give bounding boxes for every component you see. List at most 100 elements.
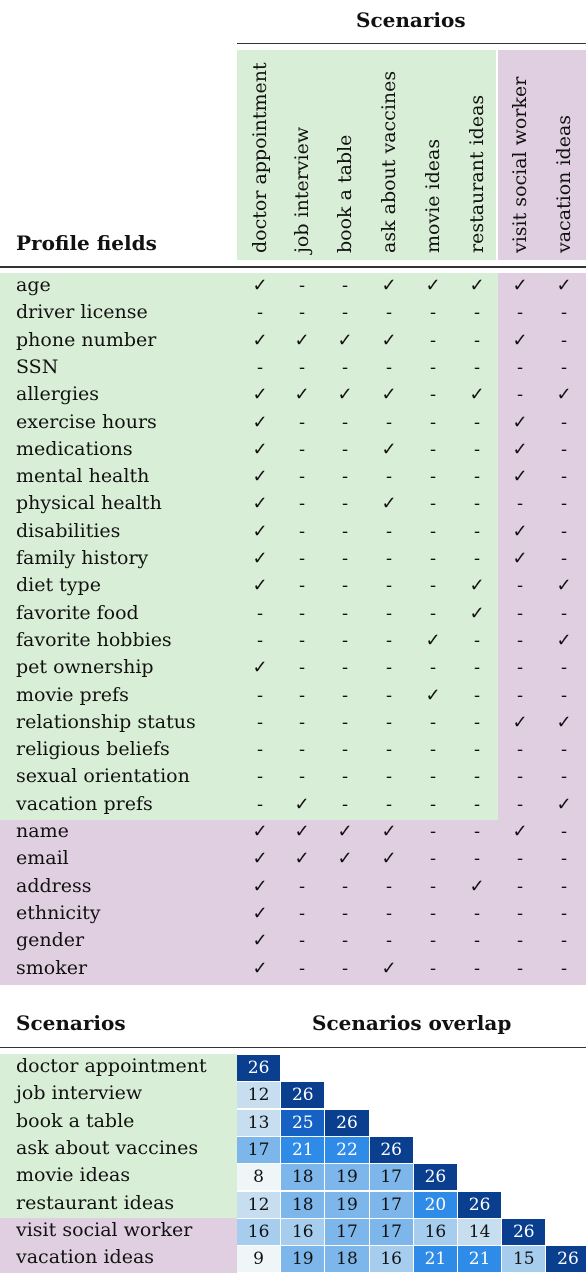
checkmark-icon: ✓ — [252, 493, 268, 515]
checkmark-icon: ✓ — [556, 793, 572, 815]
dash-mark: - — [341, 575, 349, 597]
overlap-cell: 16 — [369, 1246, 413, 1273]
checkmark-icon: ✓ — [294, 384, 310, 406]
dash-mark: - — [341, 302, 349, 324]
dash-mark: - — [429, 875, 437, 897]
dash-mark: - — [429, 657, 437, 679]
dash-mark: - — [256, 356, 264, 378]
dash-mark: - — [256, 684, 264, 706]
checkmark-icon: ✓ — [469, 875, 485, 897]
dash-mark: - — [341, 356, 349, 378]
dash-mark: - — [385, 548, 393, 569]
scenario-col-label: doctor appointment — [249, 62, 271, 253]
dash-mark: - — [256, 793, 264, 815]
overlap-row-label: movie ideas — [16, 1164, 131, 1187]
checkmark-icon: ✓ — [556, 711, 572, 733]
dash-mark: - — [560, 902, 568, 924]
overlap-cell: 9 — [237, 1246, 281, 1273]
dash-mark: - — [473, 711, 481, 733]
dash-mark: - — [341, 684, 349, 706]
dash-mark: - — [385, 875, 393, 897]
dash-mark: - — [341, 793, 349, 815]
dash-mark: - — [298, 739, 306, 761]
matrix-purple-scenarios — [498, 273, 586, 820]
dash-mark: - — [341, 466, 349, 488]
dash-mark: - — [560, 657, 568, 679]
profile-field-label: email — [16, 847, 69, 870]
dash-mark: - — [516, 657, 524, 679]
overlap-cell: 26 — [546, 1246, 586, 1273]
dash-mark: - — [429, 356, 437, 378]
overlap-row-label: ask about vaccines — [16, 1136, 199, 1159]
dash-mark: - — [473, 739, 481, 761]
checkmark-icon: ✓ — [425, 629, 441, 651]
overlap-cell: 26 — [458, 1191, 502, 1218]
profile-field-label: favorite food — [16, 601, 139, 624]
dash-mark: - — [473, 438, 481, 460]
dash-mark: - — [298, 275, 306, 296]
checkmark-icon: ✓ — [469, 602, 485, 624]
dash-mark: - — [341, 930, 349, 952]
dash-mark: - — [473, 466, 481, 488]
dash-mark: - — [560, 739, 568, 761]
dash-mark: - — [385, 711, 393, 733]
overlap-cell: 15 — [502, 1246, 546, 1273]
checkmark-icon: ✓ — [337, 821, 353, 842]
checkmark-icon: ✓ — [425, 684, 441, 706]
dash-mark: - — [560, 548, 568, 569]
dash-mark: - — [341, 548, 349, 569]
overlap-scenarios-header: Scenarios — [16, 1011, 126, 1035]
overlap-rule — [0, 1047, 586, 1048]
profile-field-label: favorite hobbies — [16, 628, 172, 651]
checkmark-icon: ✓ — [252, 466, 268, 488]
header-green-band — [237, 50, 496, 260]
overlap-cell: 18 — [325, 1246, 369, 1273]
checkmark-icon: ✓ — [252, 329, 268, 351]
overlap-cell: 26 — [325, 1109, 369, 1136]
checkmark-icon: ✓ — [381, 957, 397, 979]
overlap-row-label: doctor appointment — [16, 1055, 207, 1077]
dash-mark: - — [429, 384, 437, 406]
overlap-green-band — [0, 1054, 237, 1218]
checkmark-icon: ✓ — [252, 411, 268, 433]
checkmark-icon: ✓ — [512, 520, 528, 542]
dash-mark: - — [256, 302, 264, 324]
dash-mark: - — [560, 930, 568, 952]
dash-mark: - — [341, 902, 349, 924]
profile-field-label: vacation prefs — [16, 792, 153, 815]
checkmark-icon: ✓ — [252, 520, 268, 542]
checkmark-icon: ✓ — [469, 275, 485, 296]
dash-mark: - — [560, 302, 568, 324]
dash-mark: - — [516, 848, 524, 870]
profile-field-label: phone number — [16, 328, 157, 351]
checkmark-icon: ✓ — [252, 821, 268, 842]
dash-mark: - — [429, 930, 437, 952]
overlap-cell: 21 — [281, 1136, 325, 1163]
checkmark-icon: ✓ — [512, 411, 528, 433]
checkmark-icon: ✓ — [252, 548, 268, 569]
checkmark-icon: ✓ — [252, 848, 268, 870]
checkmark-icon: ✓ — [469, 384, 485, 406]
checkmark-icon: ✓ — [337, 848, 353, 870]
dash-mark: - — [298, 902, 306, 924]
profile-field-label: religious beliefs — [16, 738, 170, 761]
overlap-cell: 19 — [281, 1246, 325, 1273]
dash-mark: - — [473, 684, 481, 706]
dash-mark: - — [473, 329, 481, 351]
profile-field-label: mental health — [16, 465, 150, 488]
dash-mark: - — [560, 329, 568, 351]
profile-field-label: disabilities — [16, 519, 121, 542]
dash-mark: - — [298, 548, 306, 569]
dash-mark: - — [298, 766, 306, 788]
dash-mark: - — [385, 575, 393, 597]
dash-mark: - — [298, 602, 306, 624]
profile-field-label: SSN — [16, 355, 59, 378]
dash-mark: - — [385, 602, 393, 624]
dash-mark: - — [256, 711, 264, 733]
dash-mark: - — [298, 466, 306, 488]
dash-mark: - — [516, 875, 524, 897]
checkmark-icon: ✓ — [425, 275, 441, 296]
dash-mark: - — [429, 821, 437, 842]
checkmark-icon: ✓ — [294, 793, 310, 815]
overlap-cell: 19 — [325, 1191, 369, 1218]
